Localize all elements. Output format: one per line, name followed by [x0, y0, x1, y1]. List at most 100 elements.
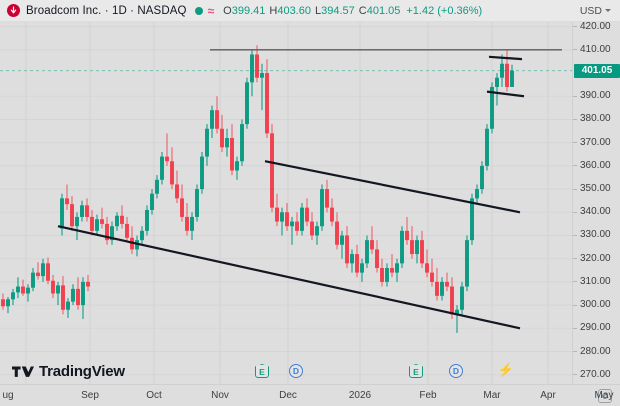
candle-body [490, 86, 494, 129]
candle-body [200, 156, 204, 190]
candlestick-plot[interactable] [0, 22, 572, 384]
earnings-marker[interactable]: E [409, 364, 423, 378]
price-tick: 320.00 [573, 253, 620, 265]
time-axis[interactable]: ug Sep Oct Nov Dec 2026 Feb Mar Apr May [0, 384, 620, 406]
lightning-event-marker[interactable]: ⚡ [497, 362, 515, 377]
crosshair-target-icon[interactable] [598, 389, 612, 403]
candle-body [340, 235, 344, 245]
candle-body [280, 212, 284, 222]
currency-selector[interactable]: USD [577, 4, 614, 18]
price-tick: 390.00 [573, 90, 620, 102]
candle-body [395, 263, 399, 273]
candle-style-icon[interactable] [194, 6, 203, 15]
candle-body [125, 223, 129, 238]
candle-body [150, 193, 154, 210]
candle-body [170, 161, 174, 185]
candle-body [355, 254, 359, 273]
compare-icon[interactable]: ≈ [207, 3, 215, 18]
candle-body [85, 205, 89, 217]
candle-body [190, 216, 194, 231]
candle-body [180, 198, 184, 217]
ohlc-low-value: 394.57 [321, 4, 355, 17]
top-short-line-upper [488, 55, 523, 61]
candle-body [195, 189, 199, 217]
price-change-value: +1.42 (+0.36%) [406, 4, 483, 17]
time-tick: May [594, 390, 614, 401]
candle-body [120, 215, 124, 224]
price-axis[interactable]: 420.00 410.00 390.00 380.00 370.00 360.00 350.… [572, 21, 620, 384]
candle-body [90, 216, 94, 231]
price-tick: 270.00 [573, 369, 620, 381]
top-short-line-lower [486, 90, 525, 98]
candle-body [240, 124, 244, 162]
tradingview-watermark: TradingView [12, 363, 125, 380]
candle-body [6, 299, 10, 307]
candle-body [290, 221, 294, 227]
candle-body [365, 240, 369, 264]
tradingview-wordmark: TradingView [39, 363, 125, 380]
candle-body [475, 189, 479, 199]
candle-body [415, 240, 419, 255]
candle-body [115, 215, 119, 227]
time-tick: Sep [81, 390, 99, 401]
dividend-marker[interactable]: D [449, 364, 463, 378]
candle-body [215, 110, 219, 129]
ohlc-high-value: 403.60 [277, 4, 311, 17]
candle-body [70, 204, 74, 227]
candle-body [500, 63, 504, 78]
dividend-marker[interactable]: D [289, 364, 303, 378]
symbol-title[interactable]: Broadcom Inc. · 1D · NASDAQ [26, 4, 187, 17]
earnings-marker-label: E [413, 366, 419, 377]
candle-body [360, 263, 364, 273]
candle-body [505, 63, 509, 87]
price-tick: 310.00 [573, 276, 620, 288]
candle-body [325, 189, 329, 208]
time-tick: Nov [211, 390, 229, 401]
time-tick: Mar [483, 390, 501, 401]
ohlc-close-value: 401.05 [366, 4, 401, 17]
candle-body [295, 221, 299, 231]
candle-body [265, 73, 269, 134]
candle-body [31, 272, 35, 288]
candle-body [11, 292, 15, 300]
candle-body [61, 285, 65, 310]
candle-body [225, 138, 229, 148]
candle-body [320, 189, 324, 227]
candle-body [205, 128, 209, 157]
candle-body [465, 240, 469, 287]
candle-body [380, 267, 384, 282]
candle-body [220, 128, 224, 148]
chart-plot-area[interactable] [0, 22, 572, 384]
candle-body [390, 267, 394, 273]
chart-header: Broadcom Inc. · 1D · NASDAQ ≈ O399.41 H4… [0, 0, 620, 22]
candle-body [285, 212, 289, 227]
candle-body [460, 286, 464, 310]
dividend-marker-label: D [292, 366, 300, 376]
candle-body [65, 198, 69, 205]
candle-body [1, 299, 5, 307]
dividend-marker-label: D [452, 366, 460, 376]
candle-body [81, 281, 85, 306]
candle-body [86, 281, 90, 287]
price-tick: 290.00 [573, 322, 620, 334]
candle-body [100, 219, 104, 224]
upper-descending-trendline [264, 160, 521, 214]
candle-body [420, 240, 424, 264]
candle-body [46, 263, 50, 281]
candle-body [36, 272, 40, 277]
event-marker-row: E D E D ⚡ [0, 362, 572, 384]
candle-body [56, 285, 60, 294]
candle-body [430, 272, 434, 282]
candle-body [71, 288, 75, 302]
chevron-down-icon [605, 9, 611, 12]
candle-body [80, 205, 84, 217]
candle-body [230, 138, 234, 171]
candle-body [245, 82, 249, 125]
candle-body [335, 221, 339, 245]
candle-body [51, 280, 55, 294]
earnings-marker[interactable]: E [255, 364, 269, 378]
candle-body [275, 207, 279, 222]
candle-body [41, 263, 45, 277]
time-tick: ug [2, 390, 14, 401]
